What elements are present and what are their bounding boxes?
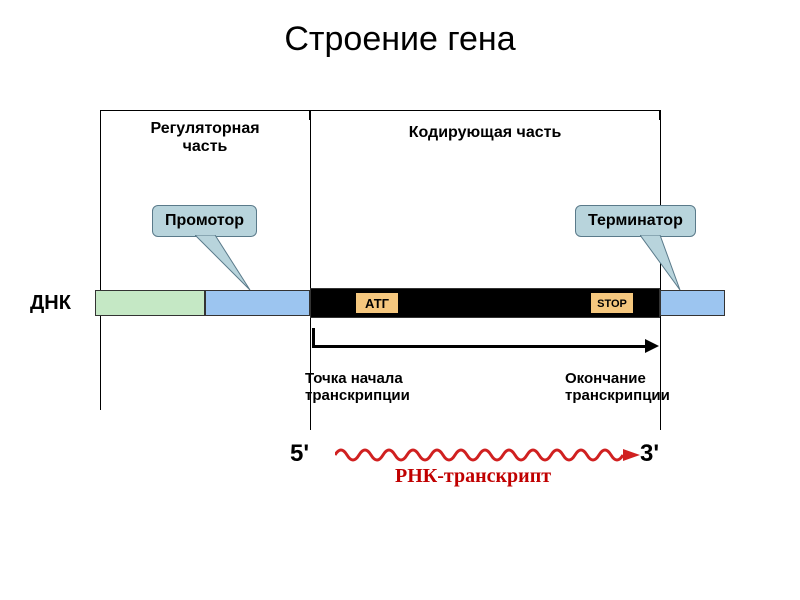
- label-dnk: ДНК: [30, 292, 71, 315]
- label-regulatory: Регуляторная часть: [100, 120, 310, 156]
- dna-terminator: [660, 290, 725, 316]
- label-rnk: РНК-транскрипт: [395, 465, 551, 488]
- label-end-transcription: Окончание транскрипции: [565, 370, 670, 404]
- transcription-arrow-line: [312, 345, 645, 348]
- label-five-prime: 5': [290, 440, 309, 468]
- callout-promoter-tail: [195, 235, 265, 295]
- dna-promoter: [205, 290, 310, 316]
- codon-stop: STOP: [590, 292, 634, 314]
- callout-terminator: Терминатор: [575, 205, 696, 237]
- callout-promoter: Промотор: [152, 205, 257, 237]
- transcription-arrow-head: [645, 339, 659, 353]
- page-title: Строение гена: [0, 0, 800, 59]
- callout-terminator-tail: [640, 235, 700, 295]
- label-coding: Кодирующая часть: [310, 124, 660, 142]
- dna-upstream: [95, 290, 205, 316]
- rnk-squiggle: [335, 445, 645, 465]
- gene-diagram: Регуляторная часть Кодирующая часть Пром…: [0, 100, 800, 600]
- brace-regulatory: [100, 110, 310, 111]
- brace-coding: [310, 110, 660, 111]
- label-start-transcription: Точка начала транскрипции: [305, 370, 410, 404]
- codon-atg: АТГ: [355, 292, 399, 314]
